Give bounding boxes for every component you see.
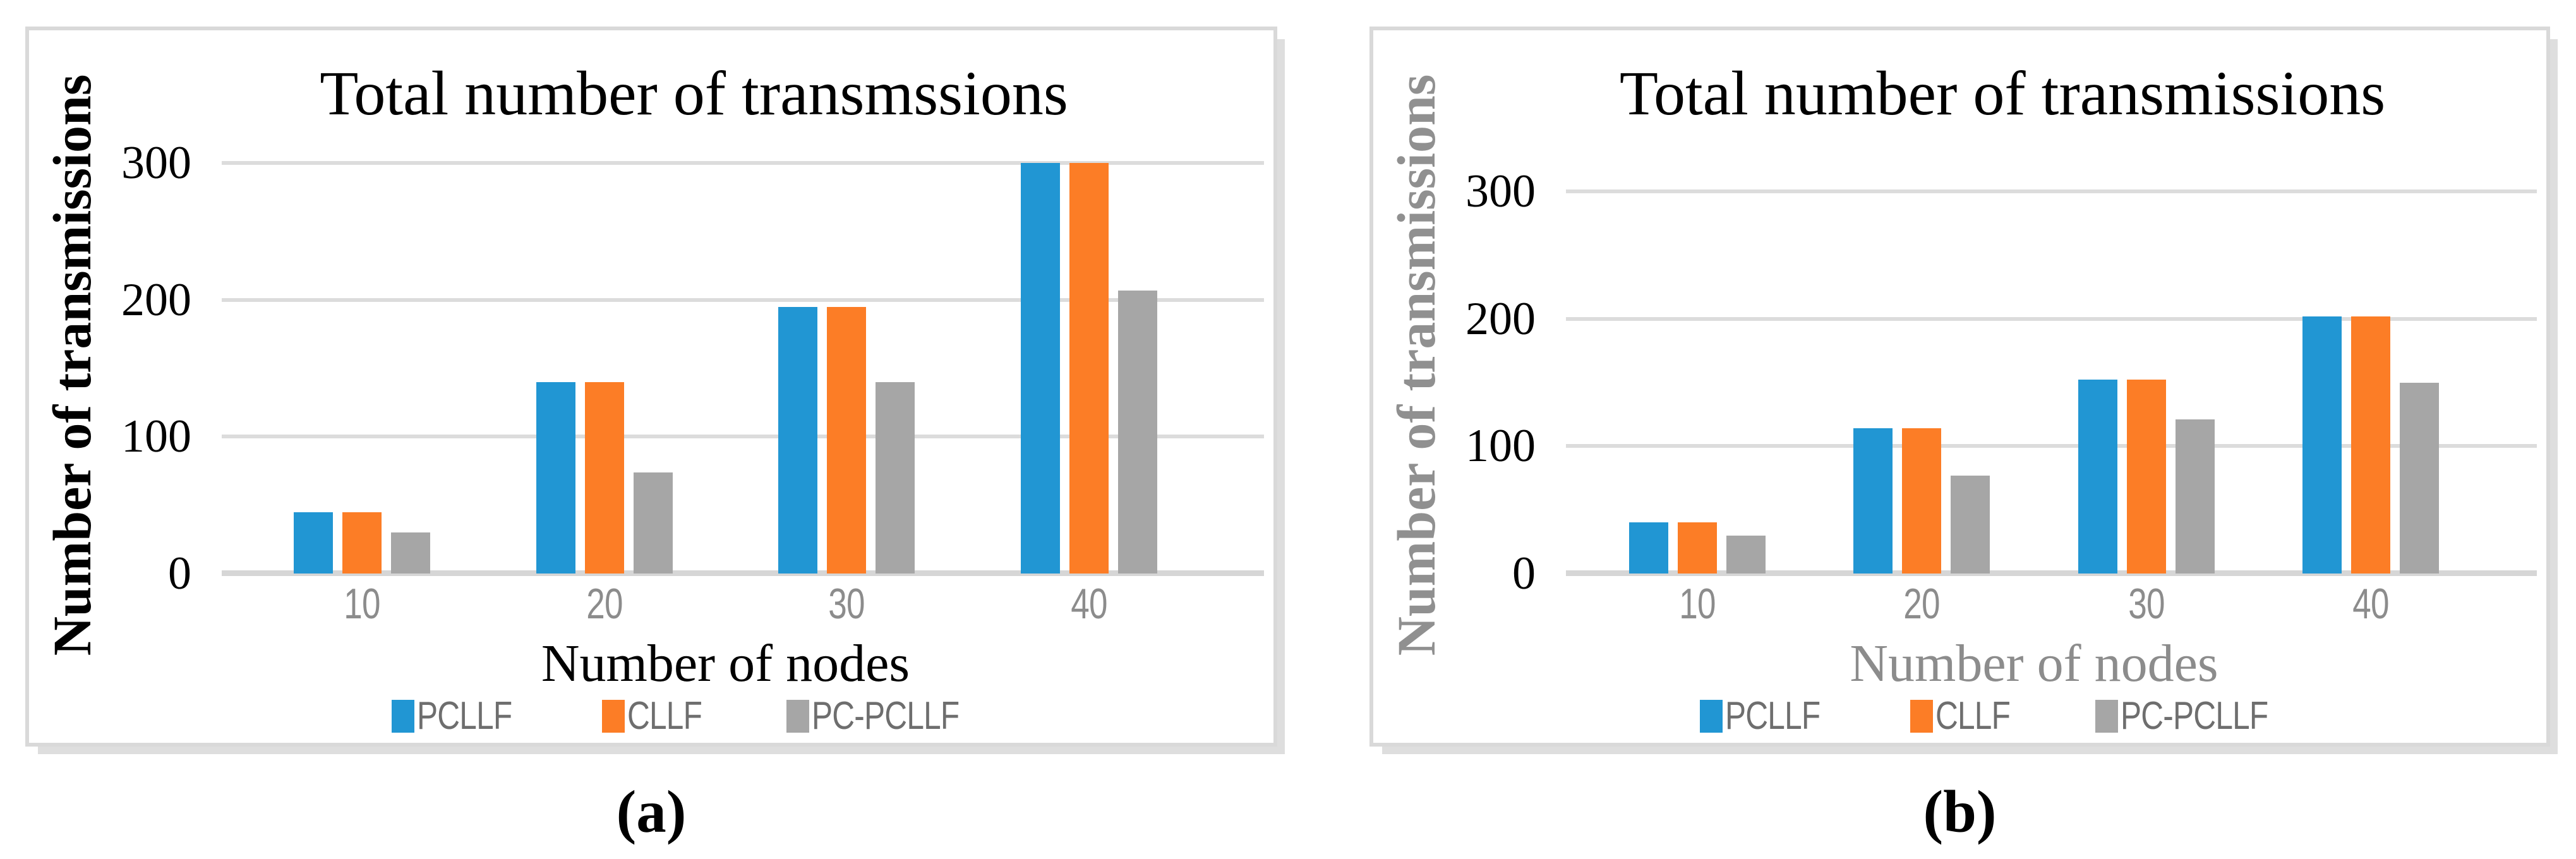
- bar-pcllf-30: [2078, 380, 2117, 574]
- x-tick-label-30: 30: [828, 579, 865, 628]
- chart-a-x-axis-title: Number of nodes: [541, 634, 910, 693]
- figure-caption-b: (b): [1923, 778, 1997, 845]
- y-tick-label-100: 100: [121, 411, 191, 463]
- chart-a-title: Total number of transmssions: [320, 58, 1068, 128]
- gridline-300: [222, 161, 1264, 165]
- bar-pc-pcllf-10: [1726, 535, 1766, 574]
- bar-groups: [222, 163, 1229, 574]
- chart-a-layout: Total number of transmssions Number of t…: [29, 30, 1273, 743]
- legend-label-cllf: CLLF: [627, 694, 702, 738]
- gridline-200: [222, 297, 1264, 302]
- gridline-300: [1566, 189, 2537, 193]
- chart-b-title: Total number of transmissions: [1619, 58, 2386, 128]
- legend-item-pcllf: PCLLF: [391, 694, 536, 738]
- chart-b-x-axis-title: Number of nodes: [1850, 634, 2218, 693]
- bar-group-40: [2302, 191, 2440, 574]
- bar-pcllf-10: [1628, 522, 1668, 574]
- chart-a-y-axis-title: Number of transmissions: [41, 74, 102, 656]
- bar-groups: [1566, 191, 2502, 574]
- chart-b-y-axis: Number of transmissions: [1373, 30, 1459, 743]
- figure-caption-a: (a): [616, 778, 687, 845]
- y-tick-label-100: 100: [1466, 420, 1536, 472]
- bar-pc-pcllf-40: [1118, 290, 1158, 574]
- x-tick-label-20: 20: [1903, 579, 1941, 628]
- bar-group-30: [778, 163, 915, 574]
- legend-label-pc-pcllf: PC-PCLLF: [2120, 694, 2268, 738]
- legend-label-pcllf: PCLLF: [416, 694, 512, 738]
- chart-b-y-axis-title: Number of transmissions: [1385, 74, 1447, 656]
- chart-a-x-tick-labels: 10 20 30 40: [222, 574, 1229, 634]
- legend-item-pcllf: PCLLF: [1700, 697, 1844, 736]
- bar-pcllf-40: [2302, 316, 2342, 574]
- chart-b-x-tick-labels: 10 20 30 40: [1566, 574, 2502, 634]
- legend-swatch-cllf: [601, 700, 625, 733]
- legend-swatch-cllf: [1910, 700, 1934, 733]
- chart-a-y-axis: Number of transmissions: [29, 30, 114, 743]
- bar-pcllf-20: [536, 381, 575, 574]
- x-axis-line: [1566, 570, 2537, 576]
- bar-group-30: [2078, 191, 2215, 574]
- legend-swatch-pc-pcllf: [2095, 700, 2118, 733]
- gridline-100: [1566, 444, 2537, 448]
- y-tick-label-200: 200: [1466, 292, 1536, 345]
- gridline-100: [222, 435, 1264, 439]
- bar-group-20: [1853, 191, 1990, 574]
- legend-swatch-pcllf: [391, 700, 414, 733]
- bar-cllf-20: [1902, 428, 1942, 574]
- chart-a-plot-area: [222, 161, 1264, 576]
- bar-pc-pcllf-30: [2175, 419, 2215, 574]
- bar-group-20: [536, 163, 673, 574]
- bar-pcllf-10: [293, 512, 333, 574]
- legend-item-cllf: CLLF: [1910, 697, 2029, 736]
- bar-cllf-30: [2126, 380, 2166, 574]
- x-tick-label-30: 30: [2128, 579, 2165, 628]
- chart-panel-a: Total number of transmssions Number of t…: [25, 27, 1277, 747]
- y-tick-label-300: 300: [1466, 165, 1536, 217]
- legend-swatch-pcllf: [1700, 700, 1723, 733]
- x-tick-label-40: 40: [1071, 579, 1107, 628]
- chart-b-y-tick-labels: 0 100 200 300: [1459, 168, 1566, 597]
- bar-group-10: [1628, 191, 1766, 574]
- chart-b-plot-area: [1566, 189, 2537, 576]
- x-tick-label-20: 20: [586, 579, 623, 628]
- chart-b-layout: Total number of transmissions Number of …: [1373, 30, 2546, 743]
- bar-pc-pcllf-20: [1951, 475, 1990, 574]
- bar-pcllf-20: [1853, 428, 1893, 574]
- legend-label-pc-pcllf: PC-PCLLF: [812, 694, 960, 738]
- bar-cllf-10: [342, 512, 382, 574]
- legend-item-cllf: CLLF: [601, 694, 721, 738]
- x-tick-label-40: 40: [2352, 579, 2390, 628]
- x-tick-label-10: 10: [1679, 579, 1716, 628]
- y-tick-label-200: 200: [121, 273, 191, 326]
- x-axis-line: [222, 570, 1264, 576]
- chart-a-legend: PCLLF CLLF PC-PCLLF: [114, 694, 1273, 743]
- bar-cllf-30: [827, 306, 867, 574]
- gridline-200: [1566, 316, 2537, 321]
- legend-label-pcllf: PCLLF: [1725, 694, 1821, 738]
- bar-cllf-20: [584, 381, 624, 574]
- legend-label-cllf: CLLF: [1935, 694, 2011, 738]
- chart-b-legend: PCLLF CLLF PC-PCLLF: [1459, 694, 2546, 743]
- legend-item-pc-pcllf: PC-PCLLF: [2095, 697, 2305, 736]
- bar-pc-pcllf-30: [876, 381, 915, 574]
- bar-cllf-40: [1069, 163, 1109, 574]
- y-tick-label-0: 0: [168, 548, 191, 599]
- bar-pc-pcllf-40: [2400, 382, 2440, 574]
- bar-group-40: [1021, 163, 1158, 574]
- bar-pcllf-40: [1021, 163, 1061, 574]
- bar-pc-pcllf-20: [633, 472, 673, 574]
- legend-swatch-pc-pcllf: [786, 700, 810, 733]
- legend-item-pc-pcllf: PC-PCLLF: [786, 697, 996, 736]
- bar-pcllf-30: [778, 306, 818, 574]
- y-tick-label-300: 300: [121, 137, 191, 189]
- bar-pc-pcllf-10: [390, 532, 430, 574]
- y-tick-label-0: 0: [1512, 548, 1536, 599]
- bar-cllf-40: [2351, 316, 2391, 574]
- bar-cllf-10: [1677, 522, 1717, 574]
- x-tick-label-10: 10: [344, 579, 380, 628]
- chart-panel-b: Total number of transmissions Number of …: [1369, 27, 2550, 747]
- chart-a-y-tick-labels: 0 100 200 300: [114, 140, 222, 597]
- bar-group-10: [293, 163, 430, 574]
